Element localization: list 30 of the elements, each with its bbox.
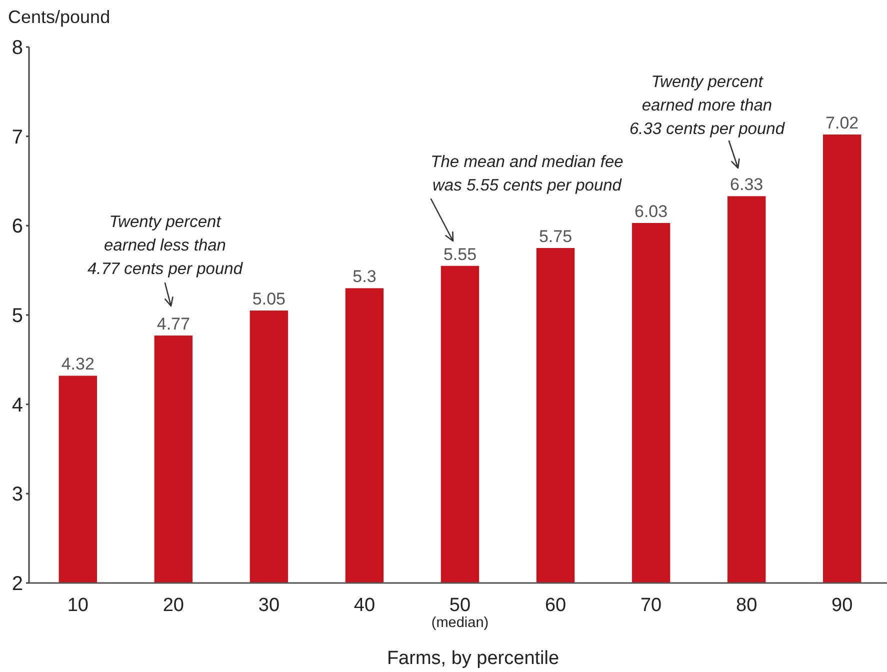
data-label: 6.03 (634, 202, 668, 221)
x-tick-label: 30 (258, 595, 280, 616)
x-tick-label: 60 (544, 595, 566, 616)
y-tick-label: 3 (12, 484, 23, 506)
y-tick-label: 2 (12, 573, 23, 595)
x-tick-label: 90 (832, 595, 853, 616)
data-label: 4.32 (61, 354, 94, 374)
data-label: 5.55 (443, 244, 477, 264)
annotation: Twenty percent earned more than 6.33 cents per pound (629, 73, 786, 138)
x-tick-label: 10 (67, 595, 88, 616)
y-axis-title: Cents/pound (8, 7, 110, 27)
x-tick-label: 20 (162, 595, 184, 616)
x-tick-label: 50 (median) (431, 595, 489, 631)
data-label: 5.3 (352, 267, 376, 286)
y-tick-label: 4 (12, 394, 23, 416)
annotation: Twenty percent earned less than 4.77 cents per pound (87, 213, 244, 278)
y-tick-label: 8 (12, 37, 23, 59)
data-label: 4.77 (156, 314, 190, 334)
y-tick-label: 6 (12, 216, 23, 238)
x-tick-label: 40 (354, 595, 376, 616)
annotation: The mean and median fee was 5.55 cents per pound (430, 153, 624, 194)
x-tick-label: 70 (640, 595, 662, 616)
x-axis-title: Farms, by percentile (386, 648, 560, 669)
data-label: 5.75 (538, 227, 572, 246)
y-tick-label: 7 (12, 126, 23, 148)
data-label: 7.02 (826, 114, 859, 133)
data-label: 5.05 (252, 290, 286, 309)
x-tick-label: 80 (736, 595, 758, 616)
y-tick-label: 5 (12, 305, 23, 327)
data-label: 6.33 (730, 175, 764, 194)
